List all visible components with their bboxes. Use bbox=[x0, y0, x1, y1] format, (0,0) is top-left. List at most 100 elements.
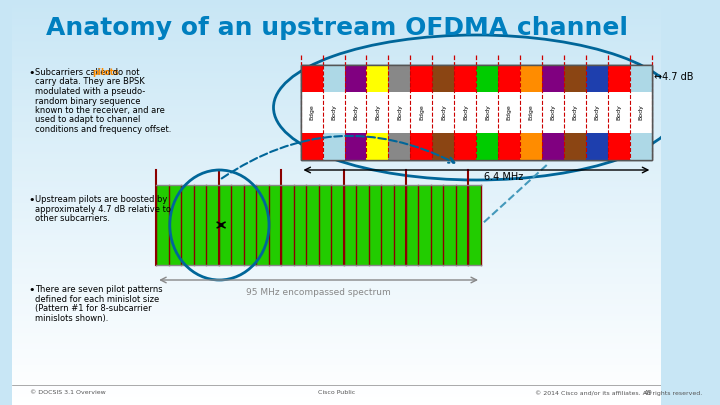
Bar bbox=[12, 339, 661, 340]
Bar bbox=[12, 328, 661, 329]
Bar bbox=[12, 355, 661, 356]
Bar bbox=[12, 210, 661, 211]
Bar bbox=[477, 92, 498, 133]
Bar bbox=[12, 254, 661, 255]
Bar bbox=[12, 310, 661, 311]
Bar bbox=[12, 163, 661, 164]
Bar bbox=[12, 335, 661, 336]
Text: Edge: Edge bbox=[507, 104, 512, 120]
Text: Body: Body bbox=[463, 104, 468, 120]
Text: •: • bbox=[28, 68, 35, 78]
Text: © DOCSIS 3.1 Overview: © DOCSIS 3.1 Overview bbox=[30, 390, 106, 396]
Bar bbox=[12, 135, 661, 136]
Bar bbox=[12, 160, 661, 161]
Bar bbox=[454, 92, 477, 133]
Bar bbox=[12, 150, 661, 151]
Bar bbox=[12, 140, 661, 141]
Bar bbox=[12, 22, 661, 23]
Bar bbox=[12, 67, 661, 68]
Bar bbox=[323, 92, 344, 133]
Bar bbox=[12, 50, 661, 51]
Bar bbox=[12, 341, 661, 342]
Bar bbox=[300, 65, 652, 160]
Bar bbox=[12, 215, 661, 216]
Bar bbox=[12, 65, 661, 66]
Text: random binary sequence: random binary sequence bbox=[35, 96, 141, 105]
Bar bbox=[12, 1, 661, 2]
Bar bbox=[12, 349, 661, 350]
Bar bbox=[12, 296, 661, 297]
Bar bbox=[344, 65, 366, 92]
Bar bbox=[12, 154, 661, 155]
Bar bbox=[389, 133, 410, 160]
Bar bbox=[12, 392, 661, 393]
Bar bbox=[12, 114, 661, 115]
Bar bbox=[12, 249, 661, 250]
Bar bbox=[12, 41, 661, 42]
Bar bbox=[12, 229, 661, 230]
Bar bbox=[410, 133, 433, 160]
Bar bbox=[12, 246, 661, 247]
Bar bbox=[12, 302, 661, 303]
Bar bbox=[12, 18, 661, 19]
Bar bbox=[12, 319, 661, 320]
Bar bbox=[12, 132, 661, 133]
Bar bbox=[12, 109, 661, 110]
Bar bbox=[12, 301, 661, 302]
Bar bbox=[12, 394, 661, 395]
Bar bbox=[12, 261, 661, 262]
Bar bbox=[12, 307, 661, 308]
Bar bbox=[586, 133, 608, 160]
Bar bbox=[12, 40, 661, 41]
Bar bbox=[12, 96, 661, 97]
Bar bbox=[12, 288, 661, 289]
Bar bbox=[12, 32, 661, 33]
Bar bbox=[12, 214, 661, 215]
Bar bbox=[300, 133, 323, 160]
Bar bbox=[12, 401, 661, 402]
Bar bbox=[12, 251, 661, 252]
Bar bbox=[12, 235, 661, 236]
Bar bbox=[12, 273, 661, 274]
Bar bbox=[12, 19, 661, 20]
Bar bbox=[323, 65, 344, 92]
Bar bbox=[12, 304, 661, 305]
Bar bbox=[433, 92, 454, 133]
Bar bbox=[12, 292, 661, 293]
Bar bbox=[12, 17, 661, 18]
Bar bbox=[12, 34, 661, 35]
Bar bbox=[12, 79, 661, 80]
Bar bbox=[12, 64, 661, 65]
Bar bbox=[12, 255, 661, 256]
Bar bbox=[12, 260, 661, 261]
Bar bbox=[12, 404, 661, 405]
Bar bbox=[12, 153, 661, 154]
Bar bbox=[12, 49, 661, 50]
Bar bbox=[12, 21, 661, 22]
Bar bbox=[12, 30, 661, 31]
Text: 49: 49 bbox=[643, 390, 652, 396]
Bar bbox=[12, 78, 661, 79]
Bar bbox=[12, 390, 661, 391]
Text: Body: Body bbox=[353, 104, 358, 120]
Bar bbox=[12, 129, 661, 130]
Bar bbox=[12, 202, 661, 203]
Bar bbox=[12, 57, 661, 58]
Bar bbox=[12, 221, 661, 222]
Bar bbox=[12, 70, 661, 71]
Bar bbox=[477, 65, 498, 92]
Bar bbox=[12, 179, 661, 180]
Text: Edge: Edge bbox=[309, 104, 314, 120]
Bar bbox=[12, 323, 661, 324]
Bar bbox=[12, 281, 661, 282]
Bar bbox=[12, 85, 661, 86]
Bar bbox=[12, 156, 661, 157]
Bar bbox=[586, 65, 608, 92]
Bar bbox=[12, 60, 661, 61]
Bar bbox=[12, 276, 661, 277]
Bar bbox=[12, 138, 661, 139]
Bar bbox=[12, 102, 661, 103]
Bar bbox=[12, 183, 661, 184]
Bar bbox=[12, 350, 661, 351]
Bar bbox=[12, 373, 661, 374]
